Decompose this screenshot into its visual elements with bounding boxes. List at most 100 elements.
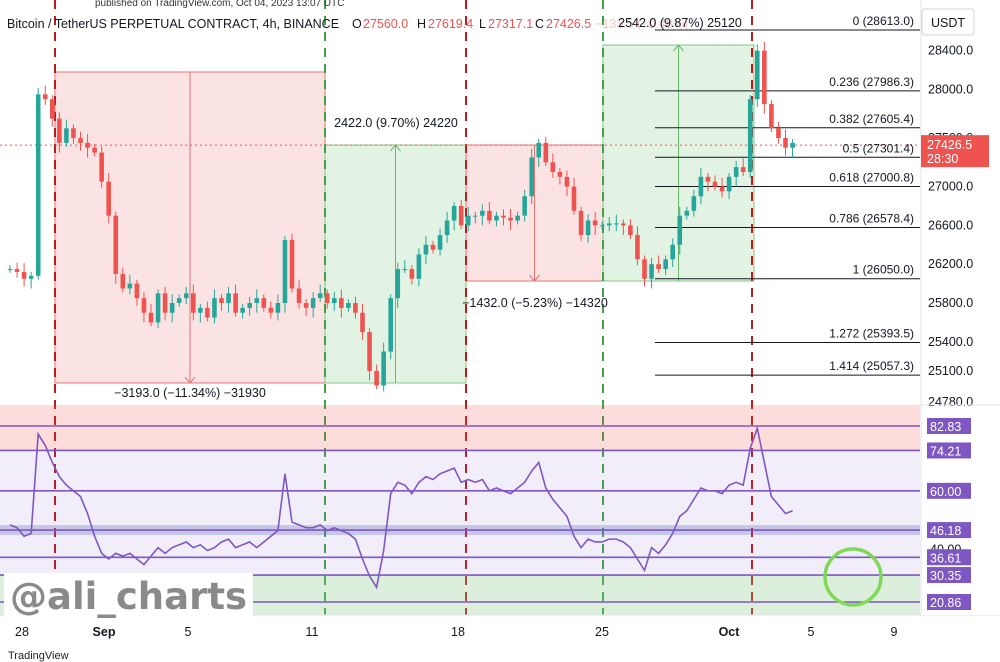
candle-body (57, 118, 62, 143)
candle-body (282, 239, 288, 304)
candle-body (663, 259, 668, 270)
candle-body (205, 307, 210, 318)
range-label: −3193.0 (−11.34%) −31930 (114, 386, 266, 400)
candle-body (42, 94, 48, 100)
candle-body (585, 220, 591, 236)
candle-body (776, 128, 781, 139)
candle-body (367, 332, 372, 371)
price-tick-label: 27000.0 (928, 180, 973, 194)
candle-body (515, 215, 520, 221)
candle-body (233, 293, 238, 313)
candle-body (635, 235, 640, 260)
price-tick-label: 25800.0 (928, 296, 973, 310)
candle-body (7, 269, 13, 271)
candle-body (733, 167, 739, 177)
candle-body (388, 298, 393, 352)
candle-body (557, 171, 563, 177)
rsi-tick-badge (927, 482, 971, 499)
symbol-title: Bitcoin / TetherUS PERPETUAL CONTRACT, 4… (7, 17, 339, 31)
candle-body (324, 293, 330, 304)
candle-body (113, 215, 119, 274)
candle-body (726, 176, 732, 192)
time-tick-label: 9 (891, 625, 898, 639)
candle-body (677, 215, 683, 245)
fib-label: 0.618 (27000.8) (829, 170, 914, 184)
price-badge-timer: 28:30 (927, 152, 958, 166)
candle-body (430, 244, 436, 250)
rsi-line (9, 425, 793, 590)
currency-label: USDT (931, 16, 965, 30)
candle-body (465, 215, 471, 226)
candle-body (444, 220, 450, 236)
candle-body (219, 298, 224, 304)
candle-body (599, 225, 605, 227)
candle-body (374, 370, 379, 386)
candle-body (346, 303, 351, 308)
open-value: 27560.0 (363, 17, 408, 31)
candle-body (78, 138, 83, 143)
candle-body (360, 312, 365, 333)
fib-label: 1.414 (25057.3) (829, 359, 914, 373)
candle-body (409, 269, 415, 279)
time-tick-label: 25 (595, 625, 609, 639)
fib-label: 0.236 (27986.3) (829, 75, 914, 89)
candle-body (296, 288, 302, 304)
candle-body (614, 223, 619, 225)
candle-body (550, 162, 556, 172)
range-arrowhead (673, 44, 684, 52)
rsi-tick-label: 20.86 (930, 596, 961, 610)
candle-body (21, 271, 27, 279)
fib-label: 0.5 (27301.4) (843, 141, 914, 155)
range-arrowhead (184, 376, 196, 384)
candle-body (698, 176, 704, 197)
right-axis-panel (921, 0, 1000, 615)
fib-label: 1.272 (25393.5) (829, 326, 914, 340)
candle-body (416, 254, 422, 279)
candle-body (141, 298, 147, 313)
highlight-circle (823, 547, 883, 607)
candle-body (155, 293, 161, 323)
candle-body (684, 210, 690, 216)
candle-body (783, 138, 788, 148)
price-tick-label: 24780.0 (928, 395, 973, 409)
candle-body (317, 293, 323, 299)
candle-body (303, 303, 309, 308)
candle-body (529, 157, 534, 197)
candle-body (571, 186, 577, 211)
candle-body (28, 275, 34, 279)
candle-body (762, 50, 767, 105)
candle-body (332, 298, 337, 304)
range-label: −1432.0 (−5.23%) −14320 (462, 296, 608, 310)
candle-body (494, 215, 499, 221)
rsi-tick-label: 46.18 (930, 524, 961, 538)
high-value: 27619.4 (428, 17, 473, 31)
candle-body (191, 293, 196, 313)
candle-body (268, 307, 274, 313)
range-arrowhead (529, 274, 540, 282)
candle-body (254, 298, 260, 304)
candle-body (790, 142, 795, 148)
fib-label: 0.382 (27605.4) (829, 112, 914, 126)
tradingview-footer: TradingView (8, 650, 69, 662)
candle-body (501, 215, 506, 218)
time-tick-label: 11 (306, 625, 319, 639)
time-tick-label: Sep (93, 625, 116, 639)
rsi-tick-label: 74.21 (930, 444, 961, 458)
candle-body (402, 269, 408, 271)
candle-body (458, 205, 464, 226)
candle-body (275, 303, 281, 313)
candle-body (705, 176, 711, 182)
candle-body (747, 99, 753, 172)
candle-body (719, 186, 725, 192)
rsi-tick-label: 82.83 (930, 420, 961, 434)
rsi-tick-badge (927, 522, 971, 539)
currency-button (921, 8, 975, 36)
candle-body (451, 205, 457, 221)
candle-body (99, 152, 104, 182)
candle-body (649, 264, 654, 279)
high-label: H (417, 17, 426, 31)
rsi-tick-badge (927, 567, 971, 584)
price-badge (921, 135, 989, 168)
candle-body (71, 128, 76, 139)
